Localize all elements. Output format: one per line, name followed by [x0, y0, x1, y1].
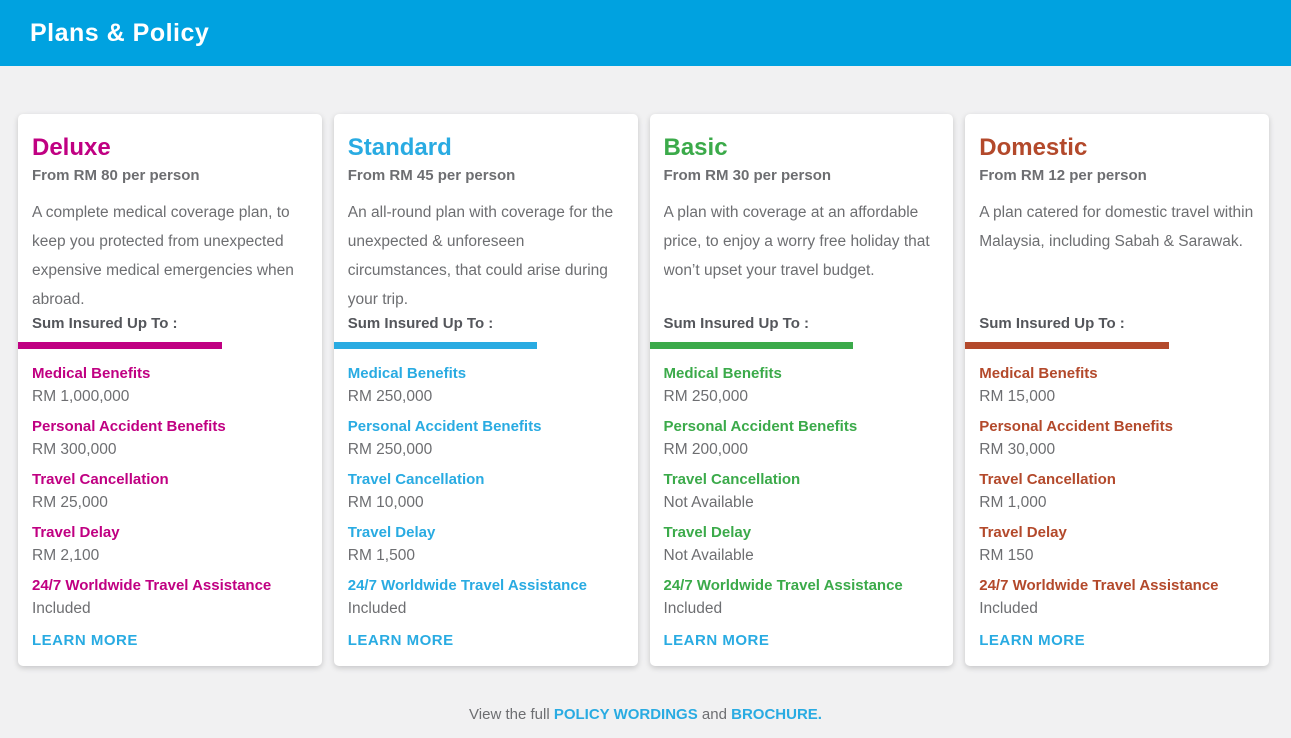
- learn-more-link[interactable]: LEARN MORE: [663, 632, 770, 649]
- benefit-label: Personal Accident Benefits: [663, 418, 858, 435]
- benefit-value: Not Available: [663, 547, 754, 564]
- benefit-value: RM 1,000: [979, 494, 1047, 511]
- benefit-row: Travel Cancellation RM 10,000: [348, 470, 624, 513]
- benefit-label: 24/7 Worldwide Travel Assistance: [347, 577, 588, 594]
- benefit-row: Travel Cancellation RM 25,000: [32, 470, 308, 513]
- benefit-value: RM 200,000: [663, 441, 748, 458]
- benefit-label: Travel Delay: [347, 524, 436, 541]
- benefit-value: Included: [32, 600, 91, 617]
- benefit-value: Included: [347, 600, 407, 617]
- benefit-label: Personal Accident Benefits: [979, 418, 1173, 435]
- plan-card-standard: Standard From RM 45 per person An all-ro…: [333, 114, 638, 666]
- page-header: Plans & Policy: [0, 0, 1291, 66]
- benefit-label: Personal Accident Benefits: [32, 418, 226, 435]
- benefit-row: Medical Benefits RM 250,000: [348, 364, 624, 407]
- benefit-row: Personal Accident Benefits RM 30,000: [979, 417, 1255, 460]
- footer-text-conjunction: and: [697, 706, 732, 723]
- benefit-label: Medical Benefits: [979, 365, 1098, 382]
- benefit-value: RM 25,000: [32, 494, 108, 511]
- benefit-row: 24/7 Worldwide Travel Assistance Include…: [979, 576, 1255, 619]
- plan-price: From RM 30 per person: [663, 167, 832, 184]
- plan-title: Standard: [347, 134, 452, 161]
- sum-insured-label: Sum Insured Up To :: [979, 315, 1125, 332]
- plan-price: From RM 12 per person: [979, 167, 1147, 184]
- plan-description: An all-round plan with coverage for the …: [347, 204, 614, 308]
- policy-wordings-link[interactable]: POLICY WORDINGS: [553, 706, 698, 723]
- benefit-label: Personal Accident Benefits: [347, 418, 542, 435]
- plan-title: Domestic: [979, 134, 1088, 161]
- benefit-label: Travel Delay: [32, 524, 120, 541]
- learn-more-link[interactable]: LEARN MORE: [347, 632, 454, 649]
- plan-card-domestic: Domestic From RM 12 per person A plan ca…: [965, 114, 1269, 666]
- footer-text-prefix: View the full: [469, 706, 554, 723]
- benefit-label: Travel Cancellation: [663, 471, 801, 488]
- benefit-row: Personal Accident Benefits RM 300,000: [32, 417, 308, 460]
- plan-title: Basic: [663, 134, 728, 161]
- benefit-value: RM 250,000: [347, 441, 433, 458]
- benefit-label: Travel Cancellation: [32, 471, 169, 488]
- accent-bar: [965, 342, 1169, 349]
- benefit-row: Travel Cancellation RM 1,000: [979, 470, 1255, 513]
- benefit-value: Not Available: [663, 494, 754, 511]
- benefit-row: 24/7 Worldwide Travel Assistance Include…: [348, 576, 624, 619]
- benefit-label: Travel Cancellation: [347, 471, 485, 488]
- benefit-value: Included: [979, 600, 1038, 617]
- benefit-row: Medical Benefits RM 15,000: [979, 364, 1255, 407]
- benefit-label: 24/7 Worldwide Travel Assistance: [979, 577, 1219, 594]
- page-title: Plans & Policy: [30, 18, 210, 47]
- benefit-row: Travel Delay Not Available: [664, 523, 940, 566]
- benefit-label: Travel Cancellation: [979, 471, 1116, 488]
- plan-description: A plan with coverage at an affordable pr…: [663, 204, 930, 279]
- benefit-value: RM 15,000: [979, 388, 1056, 405]
- plan-title: Deluxe: [32, 134, 111, 161]
- benefit-row: 24/7 Worldwide Travel Assistance Include…: [664, 576, 940, 619]
- learn-more-link[interactable]: LEARN MORE: [32, 632, 138, 649]
- benefit-row: Medical Benefits RM 1,000,000: [32, 364, 308, 407]
- benefit-row: Travel Delay RM 1,500: [348, 523, 624, 566]
- plan-card-basic: Basic From RM 30 per person A plan with …: [649, 114, 954, 666]
- benefit-label: 24/7 Worldwide Travel Assistance: [663, 577, 903, 594]
- learn-more-link[interactable]: LEARN MORE: [979, 632, 1086, 649]
- benefit-value: Included: [663, 600, 723, 617]
- benefit-value: RM 1,500: [347, 547, 415, 564]
- benefit-value: RM 2,100: [32, 547, 100, 564]
- benefit-label: Travel Delay: [663, 524, 752, 541]
- benefit-value: RM 10,000: [347, 494, 424, 511]
- sum-insured-label: Sum Insured Up To :: [663, 315, 810, 332]
- benefit-label: Travel Delay: [979, 524, 1067, 541]
- brochure-link[interactable]: BROCHURE.: [731, 706, 822, 723]
- benefit-value: RM 300,000: [32, 441, 117, 458]
- benefit-row: 24/7 Worldwide Travel Assistance Include…: [32, 576, 308, 619]
- benefit-label: Medical Benefits: [347, 365, 467, 382]
- plan-card-deluxe: Deluxe From RM 80 per person A complete …: [18, 114, 322, 666]
- benefit-label: Medical Benefits: [663, 365, 782, 382]
- plan-cards-container: Deluxe From RM 80 per person A complete …: [0, 66, 1291, 666]
- benefit-label: 24/7 Worldwide Travel Assistance: [32, 577, 272, 594]
- benefit-row: Travel Delay RM 150: [979, 523, 1255, 566]
- plan-description: A complete medical coverage plan, to kee…: [32, 204, 294, 308]
- plan-description: A plan catered for domestic travel withi…: [979, 204, 1254, 250]
- benefit-label: Medical Benefits: [32, 365, 151, 382]
- benefit-row: Travel Delay RM 2,100: [32, 523, 308, 566]
- benefit-value: RM 150: [979, 547, 1034, 564]
- benefit-row: Personal Accident Benefits RM 200,000: [664, 417, 940, 460]
- benefit-value: RM 1,000,000: [32, 388, 130, 405]
- benefit-row: Personal Accident Benefits RM 250,000: [348, 417, 624, 460]
- benefit-row: Medical Benefits RM 250,000: [664, 364, 940, 407]
- accent-bar: [18, 342, 222, 349]
- benefit-value: RM 250,000: [347, 388, 433, 405]
- accent-bar: [333, 342, 538, 349]
- accent-bar: [649, 342, 853, 349]
- plan-price: From RM 80 per person: [32, 167, 200, 184]
- page-footer: View the full POLICY WORDINGS and BROCHU…: [0, 706, 1291, 723]
- plan-price: From RM 45 per person: [347, 167, 516, 184]
- benefit-row: Travel Cancellation Not Available: [664, 470, 940, 513]
- benefit-value: RM 250,000: [663, 388, 748, 405]
- sum-insured-label: Sum Insured Up To :: [32, 315, 178, 332]
- benefit-value: RM 30,000: [979, 441, 1056, 458]
- sum-insured-label: Sum Insured Up To :: [347, 315, 494, 332]
